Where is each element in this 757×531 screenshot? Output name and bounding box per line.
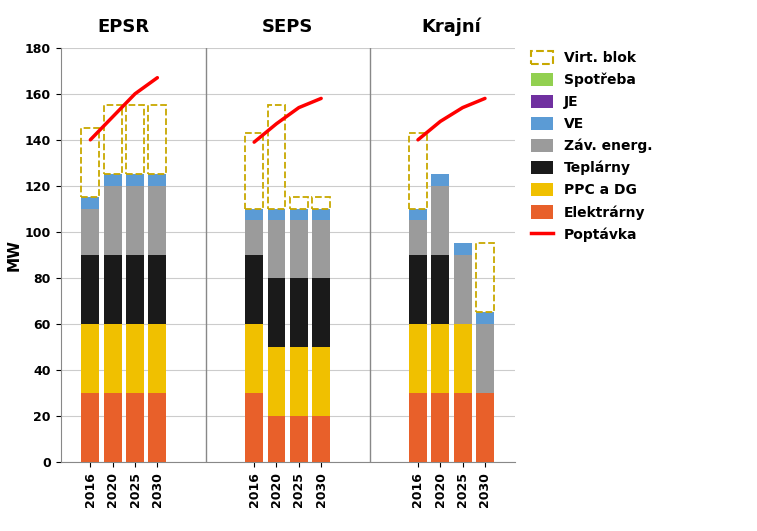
Bar (267, 416, 285, 462)
Bar (431, 255, 449, 324)
Bar (453, 243, 472, 255)
Bar (409, 133, 427, 209)
Bar (290, 220, 308, 278)
Bar (245, 393, 263, 462)
Bar (148, 255, 167, 324)
Bar (82, 198, 99, 209)
Bar (148, 186, 167, 255)
Bar (409, 393, 427, 462)
Bar (453, 324, 472, 393)
Bar (245, 220, 263, 255)
Bar (126, 255, 144, 324)
Bar (82, 129, 99, 198)
Bar (267, 209, 285, 220)
Bar (126, 324, 144, 393)
Bar (148, 174, 167, 186)
Bar (476, 312, 494, 324)
Bar (104, 393, 122, 462)
Legend: Virt. blok, Spotřeba, JE, VE, Záv. energ., Teplárny, PPC a DG, Elektrárny, Poptá: Virt. blok, Spotřeba, JE, VE, Záv. energ… (531, 50, 653, 242)
Bar (290, 278, 308, 347)
Text: EPSR: EPSR (98, 18, 150, 36)
Bar (267, 105, 285, 209)
Bar (267, 278, 285, 347)
Bar (431, 393, 449, 462)
Bar (267, 347, 285, 416)
Bar (409, 209, 427, 220)
Bar (267, 220, 285, 278)
Bar (290, 209, 308, 220)
Bar (476, 324, 494, 393)
Bar (82, 209, 99, 255)
Bar (126, 174, 144, 186)
Bar (245, 324, 263, 393)
Bar (126, 105, 144, 174)
Bar (245, 209, 263, 220)
Bar (312, 198, 330, 209)
Bar (148, 105, 167, 174)
Bar (312, 209, 330, 220)
Text: SEPS: SEPS (262, 18, 313, 36)
Bar (431, 174, 449, 186)
Bar (431, 186, 449, 255)
Bar (104, 105, 122, 174)
Bar (409, 220, 427, 255)
Bar (82, 324, 99, 393)
Bar (312, 347, 330, 416)
Bar (453, 255, 472, 324)
Bar (476, 393, 494, 462)
Bar (453, 393, 472, 462)
Bar (126, 186, 144, 255)
Bar (148, 324, 167, 393)
Bar (290, 347, 308, 416)
Bar (245, 255, 263, 324)
Bar (104, 186, 122, 255)
Bar (82, 255, 99, 324)
Bar (104, 174, 122, 186)
Bar (82, 393, 99, 462)
Y-axis label: MW: MW (7, 239, 22, 271)
Bar (126, 393, 144, 462)
Bar (312, 278, 330, 347)
Bar (290, 198, 308, 209)
Bar (312, 220, 330, 278)
Bar (245, 133, 263, 209)
Bar (409, 255, 427, 324)
Bar (409, 324, 427, 393)
Bar (104, 324, 122, 393)
Text: Krajní: Krajní (422, 18, 481, 36)
Bar (476, 243, 494, 312)
Bar (290, 416, 308, 462)
Bar (104, 255, 122, 324)
Bar (148, 393, 167, 462)
Bar (431, 324, 449, 393)
Bar (312, 416, 330, 462)
